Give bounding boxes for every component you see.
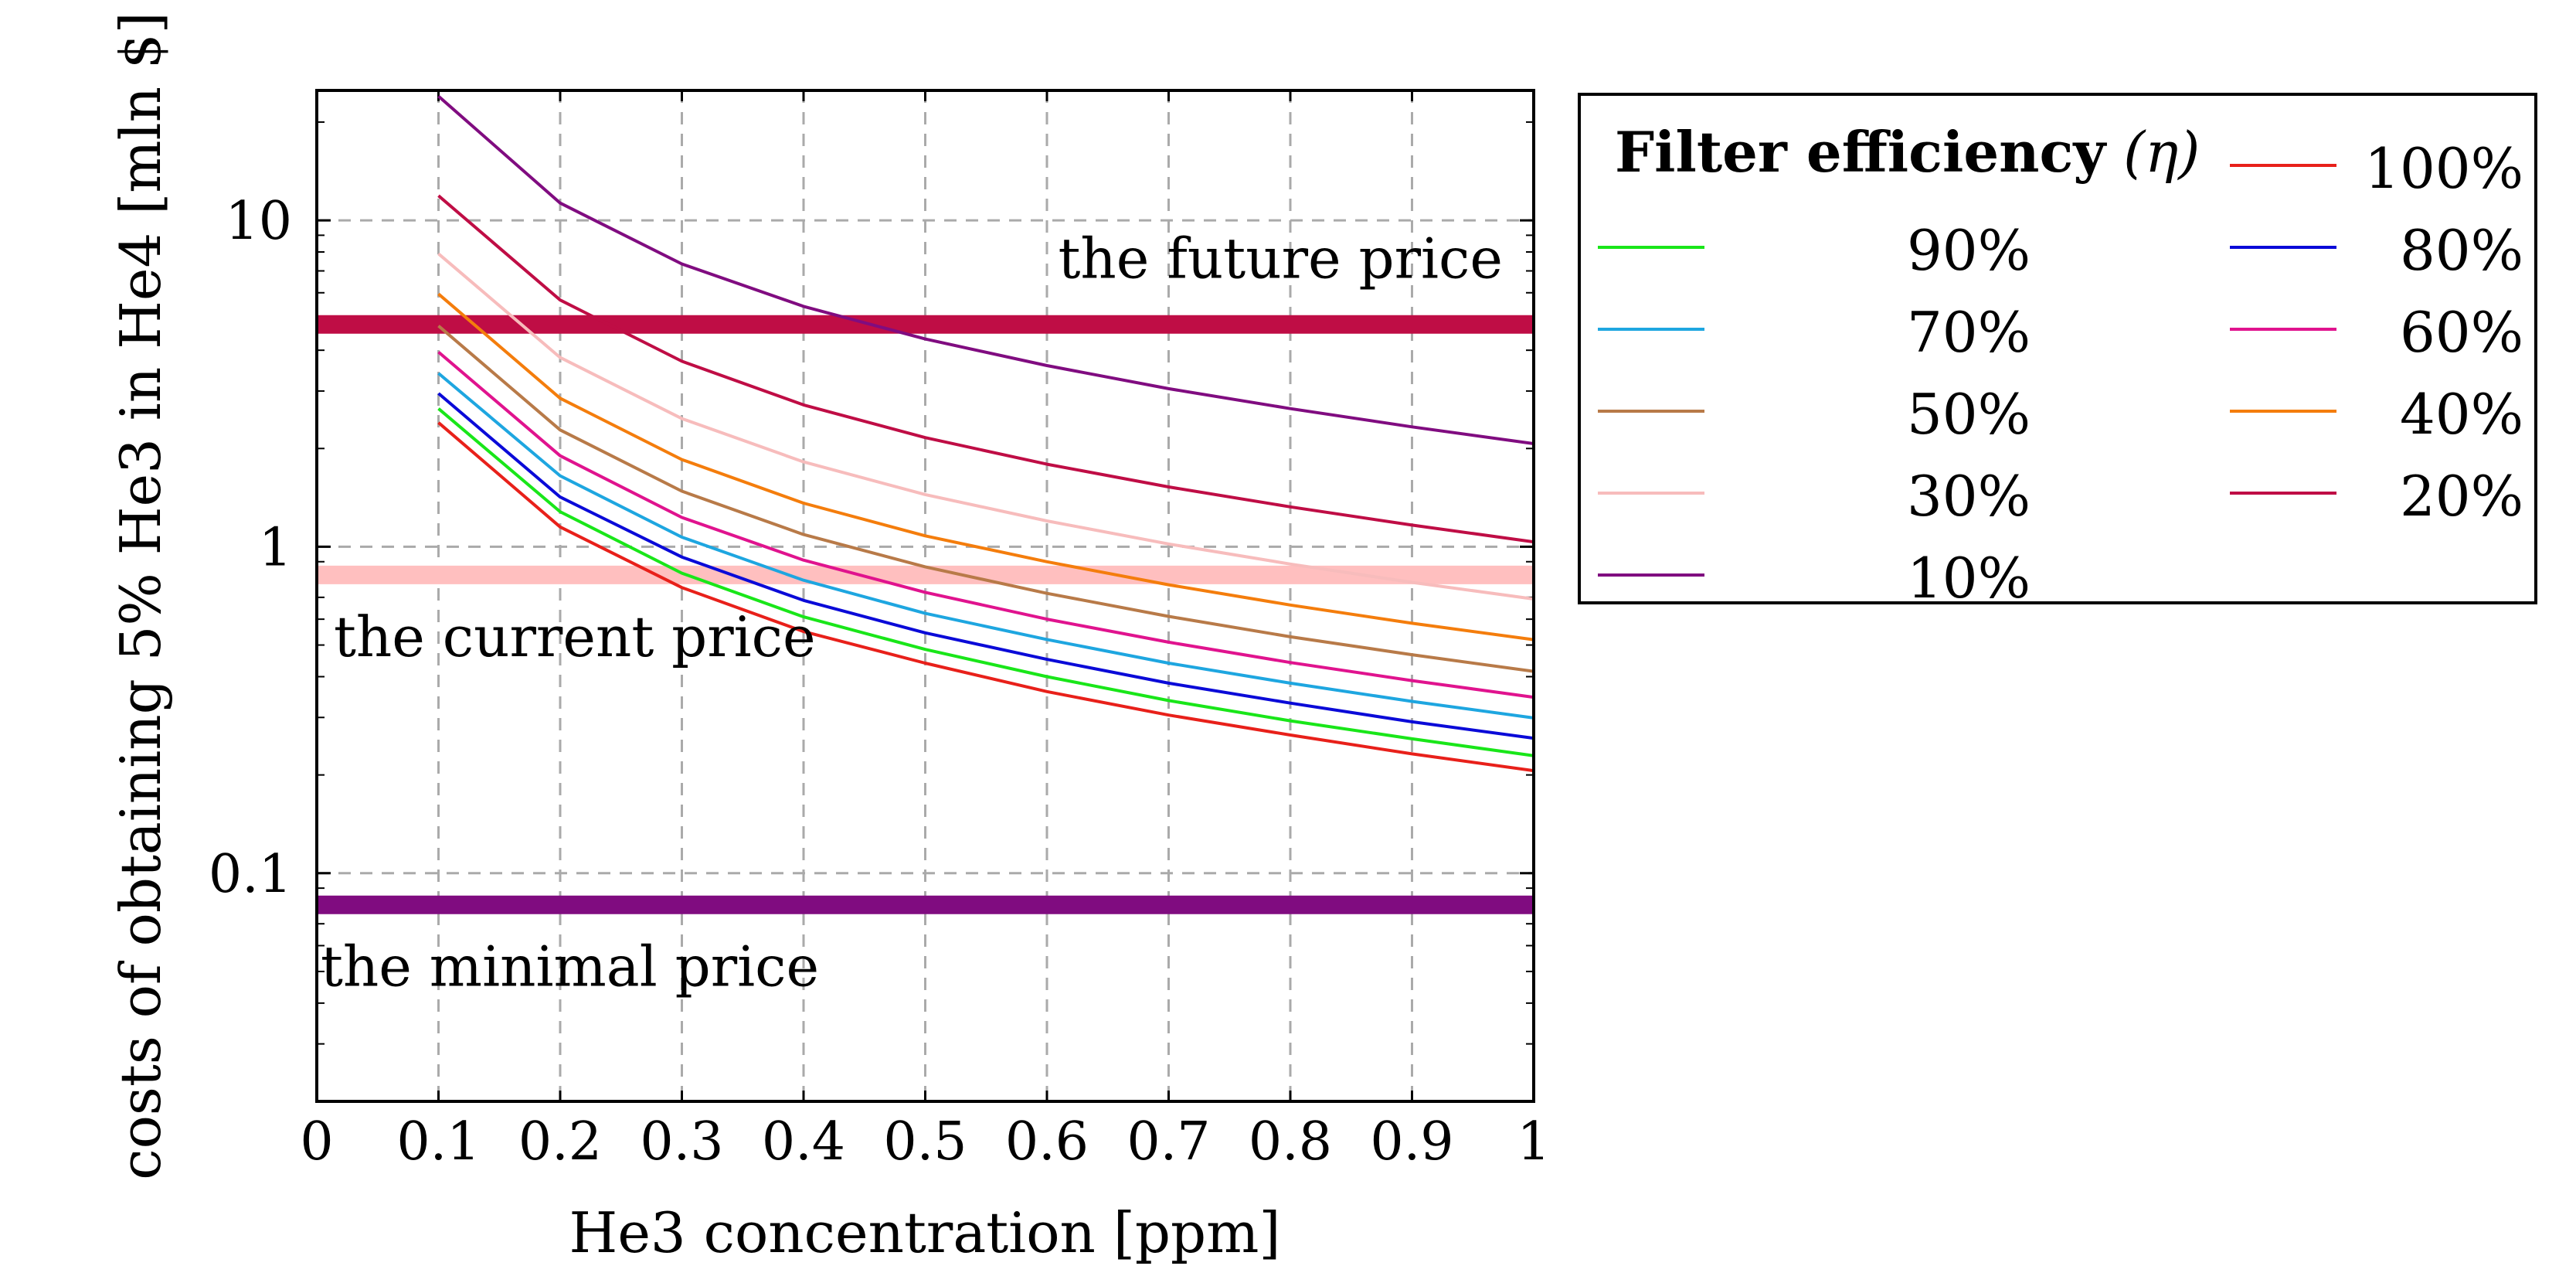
legend-swatch (1598, 492, 1704, 495)
plot-frame (315, 89, 1535, 1103)
reference-labels: the future price the current price the min… (321, 226, 1503, 999)
legend-entry: 30% (1598, 454, 2031, 532)
legend-label: 90% (1906, 218, 2031, 283)
legend-label: 60% (2399, 300, 2523, 365)
legend-swatch (2230, 492, 2336, 495)
legend-title-text: Filter efficiency (1615, 119, 2106, 185)
y-tick-label: 0.1 (209, 844, 292, 905)
grid-layer (315, 90, 1535, 1101)
legend-title-symbol: (η) (2123, 120, 2200, 185)
legend-entry: 40% (2230, 373, 2523, 450)
legend-swatch (2230, 328, 2336, 331)
legend-label: 70% (1906, 300, 2031, 365)
legend-swatch (2230, 164, 2336, 167)
x-tick-label: 0.3 (640, 1111, 723, 1172)
x-tick-label: 0.6 (1005, 1111, 1089, 1172)
legend: Filter efficiency (η) 100% 90% 80% 70% 60% 50… (1578, 93, 2537, 611)
x-tick-label: 0.9 (1370, 1111, 1453, 1172)
y-tick-label: 1 (259, 517, 292, 578)
x-axis-label: He3 concentration [ppm] (569, 1200, 1281, 1265)
series-line (437, 252, 1534, 601)
series-lines (437, 94, 1534, 773)
y-axis-label: costs of obtaining 5% He3 in He4 [mln $] (108, 12, 173, 1179)
legend-entry: 50% (1598, 373, 2031, 450)
x-tick-label: 0.8 (1249, 1111, 1332, 1172)
legend-entry: 90% (1598, 209, 2031, 286)
legend-entry: 80% (2230, 209, 2523, 286)
series-line (437, 392, 1534, 740)
series-line (437, 325, 1534, 673)
x-tick-label: 0.4 (762, 1111, 845, 1172)
y-tick-label: 10 (225, 191, 292, 252)
legend-entry: 70% (1598, 291, 2031, 368)
x-tick-label: 0.1 (396, 1111, 480, 1172)
legend-entry: 20% (2230, 454, 2523, 532)
legend-swatch (1598, 573, 1704, 577)
reference-label: the minimal price (321, 934, 819, 999)
x-tick-label: 0.5 (883, 1111, 967, 1172)
legend-swatch (2230, 246, 2336, 249)
x-tick-label: 0.7 (1127, 1111, 1210, 1172)
x-tick-label: 0.2 (518, 1111, 602, 1172)
legend-label: 30% (1906, 464, 2031, 529)
x-tick-label: 1 (1517, 1111, 1550, 1172)
reference-label: the future price (1058, 226, 1503, 291)
x-tick-label: 0 (300, 1111, 333, 1172)
series-line (437, 372, 1534, 720)
legend-label: 80% (2399, 218, 2523, 283)
legend-swatch (1598, 328, 1704, 331)
legend-swatch (1598, 246, 1704, 249)
legend-entry: 60% (2230, 291, 2523, 368)
series-line (437, 194, 1534, 544)
tick-labels: 0 0.1 0.2 0.3 0.4 0.5 0.6 0.7 0.8 0.9 1 0.1 1 10 (209, 191, 1551, 1172)
legend-label: 50% (1906, 382, 2031, 447)
reference-label: the current price (334, 604, 816, 669)
legend-label: 100% (2364, 136, 2523, 201)
legend-title: Filter efficiency (η) (1615, 119, 2200, 185)
series-line (437, 421, 1534, 773)
legend-label: 20% (2399, 464, 2523, 529)
series-line (437, 94, 1534, 445)
legend-label: 10% (1906, 546, 2031, 611)
legend-label: 40% (2399, 382, 2523, 447)
series-line (437, 350, 1534, 699)
legend-entry: 100% (2230, 127, 2523, 204)
series-line (437, 292, 1534, 642)
legend-swatch (2230, 410, 2336, 413)
series-line (437, 407, 1534, 757)
legend-entry: 10% (1598, 536, 2031, 614)
legend-swatch (1598, 410, 1704, 413)
